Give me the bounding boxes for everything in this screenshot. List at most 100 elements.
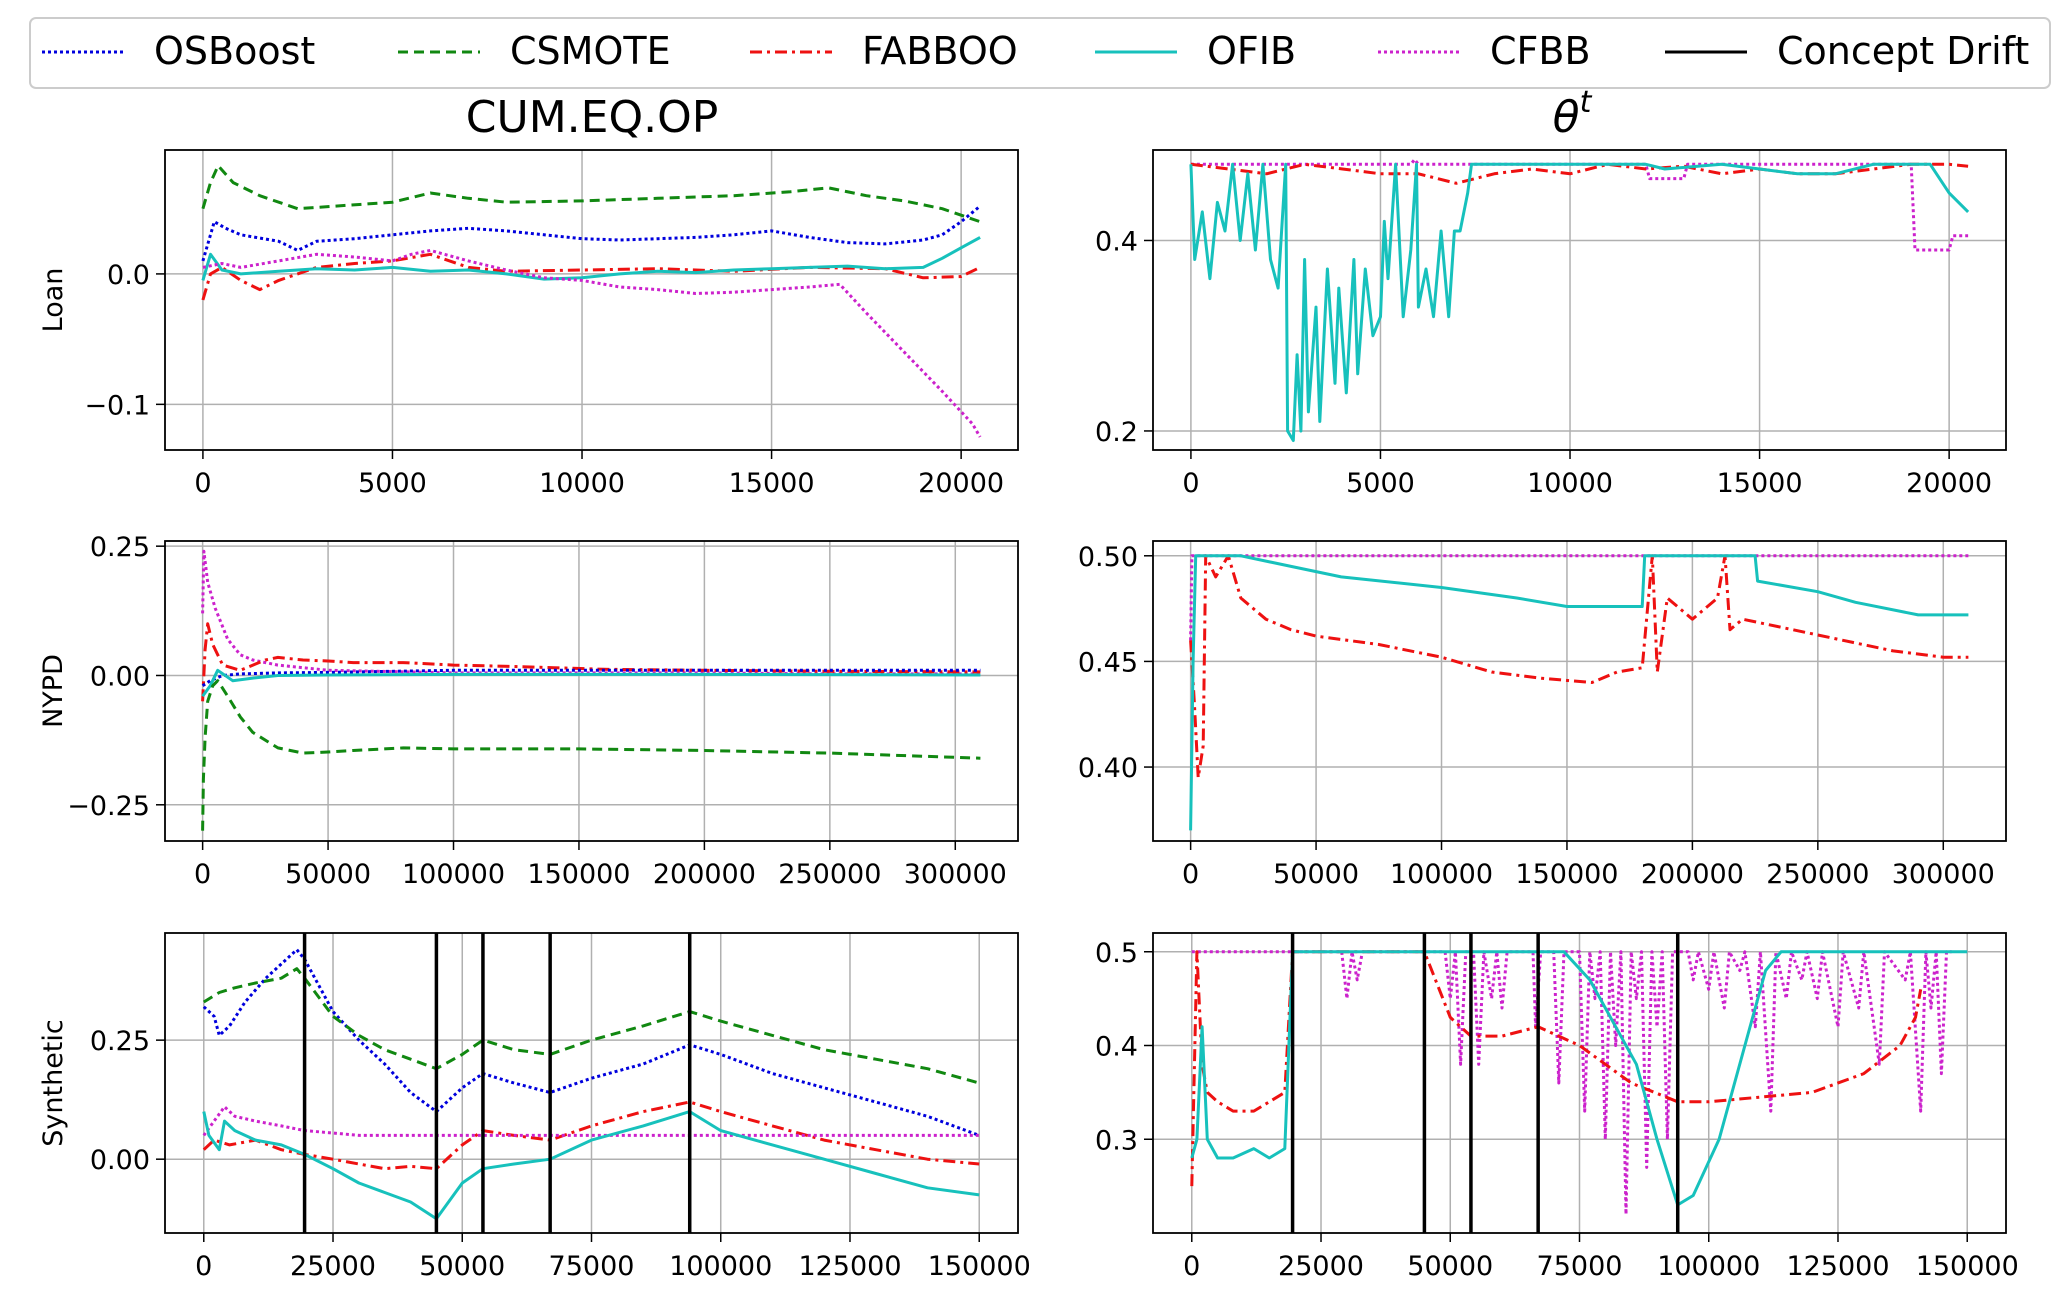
series-fabboo: [202, 1100, 980, 1171]
x-tick-label: 50000: [1273, 859, 1359, 890]
plot-area: [1189, 158, 1970, 442]
series-fabboo: [1189, 554, 1969, 780]
row-labels: Loan NYPD Synthetic: [38, 268, 69, 1147]
plot-area: [201, 164, 982, 438]
panels: 0 5000 10000 15000 20000 0.0 −0.1 0 5000 10000 150…: [67, 149, 2019, 1282]
legend-frame: [29, 17, 2051, 89]
x-tick-label: 100000: [1657, 1251, 1760, 1282]
x-tick-label: 0: [194, 859, 211, 890]
x-tick-label: 100000: [402, 859, 505, 890]
panel-frame: [1152, 932, 2007, 1234]
y-tick-label: 0.4: [1095, 1032, 1138, 1063]
x-tick-label: 125000: [1786, 1251, 1889, 1282]
plot-area: [202, 933, 980, 1233]
x-tick-label: 0: [1182, 468, 1199, 499]
row-label-synthetic: Synthetic: [38, 1019, 69, 1146]
x-tick-label: 25000: [1278, 1251, 1364, 1282]
x-tick-label: 150000: [1916, 1251, 2019, 1282]
x-tick-label: 100000: [1390, 859, 1493, 890]
x-tick-label: 50000: [1407, 1251, 1493, 1282]
x-tick-label: 0: [194, 468, 211, 499]
row-label-nypd: NYPD: [38, 654, 69, 728]
y-tick-label: 0.45: [1078, 647, 1138, 678]
y-tick-label: 0.3: [1095, 1125, 1138, 1156]
series-cfbb: [202, 248, 982, 438]
x-tick-label: 20000: [1906, 468, 1992, 499]
y-tick-label: 0.2: [1095, 417, 1138, 448]
series-csmote: [201, 679, 981, 831]
series-ofib: [1189, 554, 1969, 831]
y-tick-label: 0.00: [90, 661, 150, 692]
legend: OSBoost CSMOTE FABBOO OFIB CFBB Concept Drift: [29, 17, 2051, 89]
y-tick-label: 0.40: [1078, 753, 1138, 784]
legend-label-csmote: CSMOTE: [510, 29, 671, 73]
legend-label-fabboo: FABBOO: [862, 29, 1018, 73]
plot-area: [201, 549, 981, 831]
series-ofib: [201, 668, 981, 698]
x-tick-label: 10000: [539, 468, 625, 499]
series-fabboo: [1190, 950, 1923, 1187]
x-tick-label: 15000: [1717, 468, 1803, 499]
y-tick-label: 0.0: [107, 260, 150, 291]
panel-loan-cumeqop: 0 5000 10000 15000 20000 0.0 −0.1: [84, 149, 1019, 499]
series-fabboo: [1190, 162, 1969, 185]
x-tick-label: 10000: [1527, 468, 1613, 499]
panel-nypd-cumeqop: 0 50000 100000 150000 200000 250000 300000 0.25…: [67, 532, 1019, 890]
x-tick-label: 250000: [778, 859, 881, 890]
x-tick-label: 300000: [904, 859, 1007, 890]
series-ofib: [202, 1110, 980, 1221]
panel-synthetic-cumeqop: 0 25000 50000 75000 100000 125000 150000 0.25 0.…: [90, 932, 1031, 1282]
x-tick-label: 5000: [1346, 468, 1415, 499]
legend-label-ofib: OFIB: [1207, 29, 1296, 73]
panel-frame: [164, 540, 1019, 842]
x-tick-label: 20000: [918, 468, 1004, 499]
y-tick-label: −0.25: [67, 791, 150, 822]
x-tick-label: 5000: [358, 468, 427, 499]
y-tick-label: 0.5: [1095, 938, 1138, 969]
row-label-loan: Loan: [38, 268, 69, 333]
series-cfbb: [1191, 950, 1952, 1216]
series-csmote: [201, 164, 981, 224]
x-tick-label: 200000: [653, 859, 756, 890]
series-fabboo: [201, 622, 981, 702]
x-tick-label: 150000: [527, 859, 630, 890]
y-tick-label: −0.1: [84, 390, 150, 421]
x-tick-label: 300000: [1892, 859, 1995, 890]
x-tick-label: 0: [195, 1251, 212, 1282]
x-tick-label: 75000: [549, 1251, 635, 1282]
x-tick-label: 50000: [419, 1251, 505, 1282]
legend-label-drift: Concept Drift: [1777, 29, 2029, 73]
panel-frame: [164, 932, 1019, 1234]
column-title-theta: θt: [1553, 85, 1593, 143]
panel-loan-theta: 0 5000 10000 15000 20000 0.2 0.4: [1095, 149, 2007, 499]
y-tick-label: 0.25: [90, 532, 150, 563]
x-tick-label: 15000: [729, 468, 815, 499]
y-tick-label: 0.50: [1078, 542, 1138, 573]
y-tick-label: 0.25: [90, 1026, 150, 1057]
column-title-theta-superscript: t: [1580, 85, 1593, 120]
panel-frame: [164, 149, 1019, 451]
panel-frame: [1152, 540, 2007, 842]
series-osboost: [201, 668, 981, 688]
series-cfbb: [1190, 158, 1969, 252]
column-titles: CUM.EQ.OP θt: [466, 85, 1593, 143]
plot-area: [1190, 933, 1968, 1233]
series-cfbb: [201, 549, 981, 676]
series-osboost: [201, 204, 982, 262]
x-tick-label: 125000: [798, 1251, 901, 1282]
series-ofib: [201, 236, 981, 281]
series-csmote: [203, 967, 980, 1085]
x-tick-label: 0: [1182, 859, 1199, 890]
x-tick-label: 150000: [928, 1251, 1031, 1282]
x-tick-label: 25000: [290, 1251, 376, 1282]
x-tick-label: 100000: [669, 1251, 772, 1282]
y-tick-label: 0.00: [90, 1145, 150, 1176]
panel-frame: [1152, 149, 2007, 451]
column-title-cumeqop: CUM.EQ.OP: [466, 92, 718, 143]
x-tick-label: 250000: [1766, 859, 1869, 890]
x-tick-label: 50000: [285, 859, 371, 890]
x-tick-label: 75000: [1537, 1251, 1623, 1282]
series-cfbb: [202, 1105, 980, 1137]
legend-label-cfbb: CFBB: [1490, 29, 1591, 73]
series-ofib: [1189, 162, 1970, 442]
